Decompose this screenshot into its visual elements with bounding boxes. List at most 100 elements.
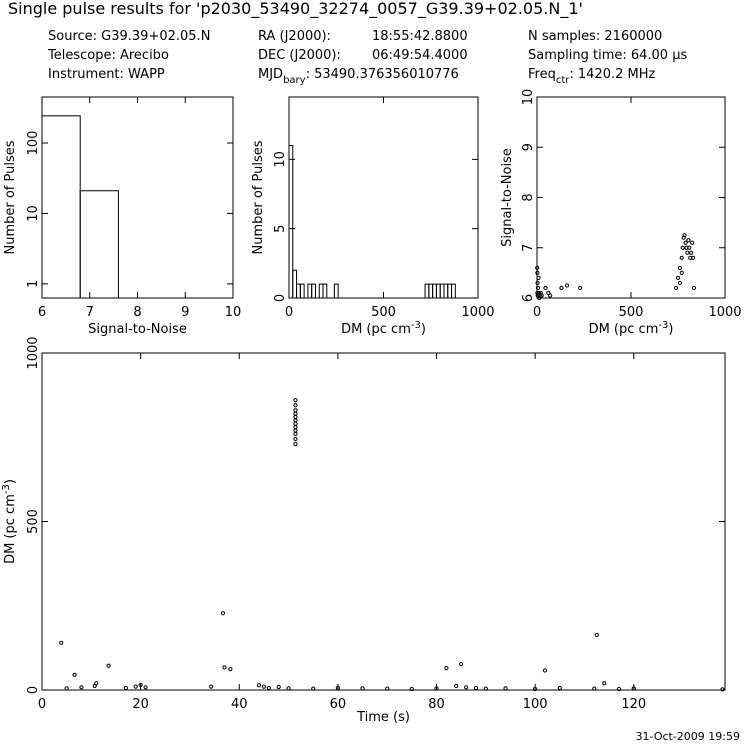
point — [79, 685, 84, 690]
point — [683, 240, 688, 245]
x-axis-label: DM (pc cm — [341, 322, 411, 337]
info: Freqctr: 1420.2 MHz — [528, 67, 655, 86]
point — [535, 285, 541, 291]
y-tick-label: 10 — [273, 151, 288, 168]
point — [293, 431, 298, 436]
x-tick-label: 8 — [133, 305, 141, 320]
x-tick-label: 500 — [371, 305, 396, 320]
y-tick-label: 1 — [26, 280, 41, 288]
point — [679, 270, 684, 275]
point — [537, 295, 542, 301]
x-tick-label: 60 — [330, 697, 347, 712]
point — [286, 686, 291, 691]
point — [64, 686, 69, 691]
x-tick-label: 40 — [231, 697, 248, 712]
plot-frame — [41, 352, 726, 691]
point — [542, 668, 548, 673]
histogram-bar — [333, 283, 339, 299]
x-axis-label: ) — [668, 322, 673, 337]
point — [123, 685, 128, 691]
y-tick-label: 1000 — [26, 336, 41, 369]
point — [106, 663, 111, 668]
point — [675, 275, 681, 280]
point — [311, 686, 316, 691]
info: Freq — [528, 67, 556, 82]
info: MJDbary: 53490.376356010776 — [258, 67, 459, 86]
point — [503, 686, 508, 691]
histogram-bar — [322, 283, 328, 299]
x-tick-label: 6 — [38, 305, 46, 320]
point — [674, 285, 679, 291]
title: Single pulse results for 'p2030_53490_32… — [8, 0, 583, 19]
x-axis-label: DM (pc cm-3) — [589, 320, 674, 337]
point — [535, 270, 540, 275]
point — [138, 682, 143, 688]
info: Source: G39.39+02.05.N — [48, 29, 210, 44]
info: Instrument: WAPP — [48, 67, 165, 82]
histogram-bar — [451, 283, 456, 299]
y-tick-label: 0 — [273, 294, 288, 302]
point — [464, 685, 469, 690]
histogram-bar — [311, 283, 316, 299]
histogram-bar — [443, 283, 449, 299]
point — [293, 398, 298, 403]
point — [94, 681, 99, 686]
point — [533, 686, 538, 692]
point — [444, 665, 449, 671]
point — [686, 238, 691, 243]
point — [293, 425, 298, 430]
y-axis-label: Signal-to-Noise — [500, 148, 515, 247]
footer: 31-Oct-2009 19:59 — [636, 730, 740, 743]
y-axis-label: DM (pc cm — [3, 494, 18, 564]
point — [564, 283, 570, 288]
plot-frame — [41, 96, 234, 299]
plot-frame — [536, 96, 726, 299]
point — [594, 632, 599, 638]
info: : 1420.2 MHz — [569, 67, 655, 82]
x-tick-label: 80 — [428, 697, 445, 712]
x-tick-label: 9 — [181, 305, 189, 320]
info: DEC (J2000): — [258, 48, 341, 63]
x-tick-label: 7 — [86, 305, 94, 320]
y-tick-label: 0 — [26, 686, 41, 694]
point — [293, 436, 298, 442]
y-tick-label: 10 — [521, 89, 536, 106]
histogram-bar — [432, 283, 437, 299]
histogram-bar — [428, 283, 434, 299]
y-axis-label: Signal-to-Noise — [500, 148, 515, 247]
point — [293, 411, 298, 416]
info: 18:55:42.8800 — [372, 29, 468, 44]
histogram-bar — [296, 283, 301, 299]
x-axis-label: -3 — [411, 320, 421, 331]
point — [690, 255, 696, 260]
x-tick-label: 120 — [621, 697, 646, 712]
point — [578, 285, 583, 291]
x-tick-label: 500 — [619, 305, 644, 320]
point — [276, 684, 281, 690]
histogram-bar — [288, 145, 294, 299]
point — [454, 683, 459, 689]
point — [133, 684, 138, 689]
point — [616, 686, 622, 692]
histogram-bar — [79, 190, 119, 299]
point — [256, 683, 262, 688]
point — [680, 245, 685, 250]
y-tick-label: 100 — [26, 131, 41, 156]
point — [360, 686, 365, 691]
point — [293, 441, 298, 447]
point — [209, 684, 214, 689]
point — [409, 686, 414, 692]
point — [685, 250, 690, 255]
x-tick-label: 100 — [523, 697, 548, 712]
point — [143, 685, 148, 690]
point — [691, 285, 697, 291]
info-sub: ctr — [556, 75, 570, 86]
point — [602, 681, 607, 686]
point — [266, 685, 271, 691]
x-tick-label: 0 — [38, 697, 46, 712]
point — [559, 285, 564, 291]
point — [690, 240, 695, 245]
point — [539, 293, 544, 298]
point — [557, 685, 562, 691]
y-tick-label: 7 — [521, 244, 536, 252]
